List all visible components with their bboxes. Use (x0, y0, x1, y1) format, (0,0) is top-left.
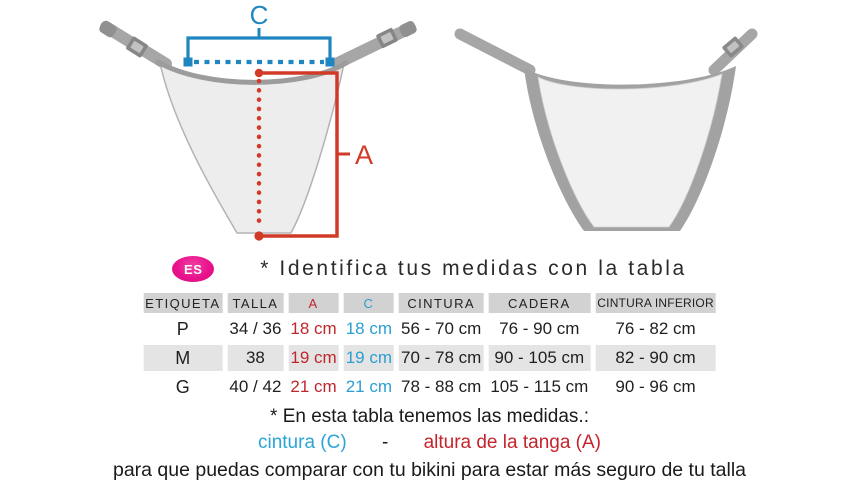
table-row-m: M 38 19 cm 19 cm 70 - 78 cm 90 - 105 cm … (143, 345, 716, 371)
back-left-strap (454, 28, 536, 76)
width-measurement: C (183, 0, 335, 67)
front-right-buckle-icon (376, 27, 398, 49)
header-c: C (343, 293, 395, 313)
cell-talla: 38 (227, 345, 284, 371)
tanga-height-label: altura de la tanga (A) (423, 432, 602, 453)
legend-separator: - (381, 432, 389, 453)
page-title: * Identifica tus medidas con la tabla (260, 257, 687, 280)
header-etiqueta: ETIQUETA (143, 293, 223, 313)
language-badge: ES (172, 256, 215, 282)
header-cintura: CINTURA (399, 293, 484, 313)
back-right-buckle-icon (722, 36, 744, 58)
front-left-buckle-icon (126, 36, 148, 58)
width-measurement-label: C (250, 0, 269, 30)
footer-measure-legend: cintura (C) - altura de la tanga (A) (0, 432, 859, 454)
size-table: ETIQUETA TALLA A C CINTURA CADERA CINTUR… (138, 290, 721, 403)
header-talla: TALLA (227, 293, 284, 313)
cell-talla: 40 / 42 (227, 374, 284, 400)
table-row-p: P 34 / 36 18 cm 18 cm 56 - 70 cm 76 - 90… (143, 316, 716, 342)
cell-cintura: 78 - 88 cm (399, 374, 484, 400)
cell-cintura-inferior: 76 - 82 cm (595, 316, 716, 342)
garment-illustrations: C A (99, 0, 758, 241)
front-right-strap-tip (399, 20, 417, 38)
cell-cadera: 105 - 115 cm (488, 374, 591, 400)
header-cintura-inferior: CINTURA INFERIOR (595, 293, 716, 313)
footer-notes: * En esta tabla tenemos las medidas.: ci… (0, 406, 859, 482)
back-body (537, 73, 723, 228)
cell-a: 21 cm (288, 374, 339, 400)
front-view-illustration (99, 20, 417, 234)
header-a: A (288, 293, 339, 313)
cell-cintura-inferior: 90 - 96 cm (595, 374, 716, 400)
waist-measure-label: cintura (C) (257, 432, 347, 453)
height-measurement-label: A (355, 140, 373, 170)
cell-cintura: 56 - 70 cm (399, 316, 484, 342)
footer-note-compare: para que puedas comparar con tu bikini p… (112, 459, 747, 481)
footer-note-intro: * En esta tabla tenemos las medidas.: (270, 406, 589, 427)
header-cadera: CADERA (488, 293, 591, 313)
cell-size-label: M (143, 345, 223, 371)
cell-c: 21 cm (343, 374, 395, 400)
cell-talla: 34 / 36 (227, 316, 284, 342)
back-view-illustration (454, 28, 758, 231)
front-left-strap-tip (99, 20, 117, 38)
title-row: ES * Identifica tus medidas con la tabla (0, 252, 859, 286)
cell-size-label: G (143, 374, 223, 400)
front-body (158, 61, 346, 234)
cell-c: 18 cm (343, 316, 395, 342)
cell-cadera: 90 - 105 cm (488, 345, 591, 371)
height-measurement: A (254, 68, 373, 241)
cell-cintura: 70 - 78 cm (399, 345, 484, 371)
table-header-row: ETIQUETA TALLA A C CINTURA CADERA CINTUR… (143, 293, 716, 313)
cell-a: 19 cm (288, 345, 339, 371)
cell-size-label: P (143, 316, 223, 342)
cell-cadera: 76 - 90 cm (488, 316, 591, 342)
table-row-g: G 40 / 42 21 cm 21 cm 78 - 88 cm 105 - 1… (143, 374, 716, 400)
cell-cintura-inferior: 82 - 90 cm (595, 345, 716, 371)
front-right-strap (332, 22, 416, 69)
cell-a: 18 cm (288, 316, 339, 342)
cell-c: 19 cm (343, 345, 395, 371)
